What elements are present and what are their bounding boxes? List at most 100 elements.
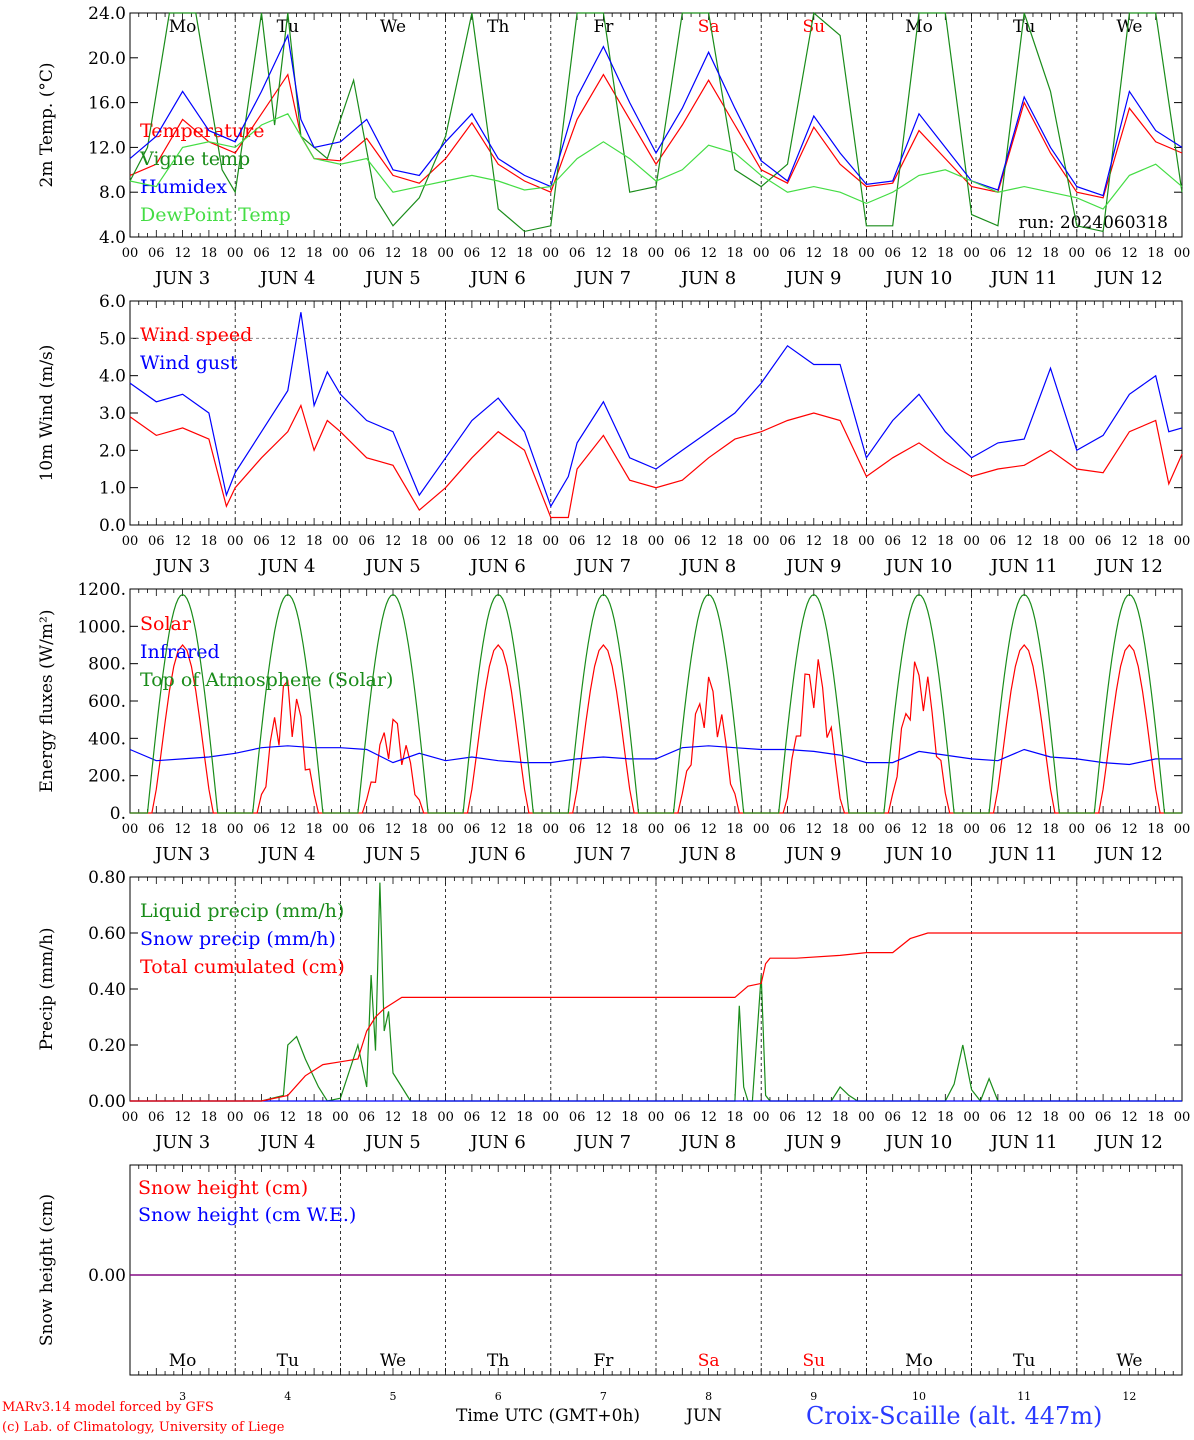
hour-label: 06 [674, 1110, 691, 1125]
hour-label: 12 [911, 246, 928, 261]
hour-label: 06 [464, 534, 481, 549]
hour-label: 00 [753, 822, 770, 837]
hour-label: 06 [884, 822, 901, 837]
hour-label: 06 [148, 822, 165, 837]
y-axis-label: Snow height (cm) [37, 1194, 57, 1346]
hour-label: 12 [174, 246, 191, 261]
hour-label: 00 [543, 246, 560, 261]
day-label: We [1116, 1351, 1142, 1371]
hour-label: 00 [437, 246, 454, 261]
y-tick-label: 4.0 [99, 228, 126, 248]
y-tick-label: 1.0 [99, 479, 126, 499]
footer-xaxis-label: Time UTC (GMT+0h) [456, 1406, 641, 1426]
hour-label: 18 [727, 822, 744, 837]
hour-label: 12 [174, 822, 191, 837]
hour-label: 12 [174, 534, 191, 549]
hour-label: 18 [832, 1110, 849, 1125]
hour-label: 12 [490, 534, 507, 549]
date-label: JUN 7 [574, 1132, 631, 1153]
hour-label: 06 [569, 1110, 586, 1125]
hour-label: 18 [306, 822, 323, 837]
hour-label: 18 [727, 534, 744, 549]
hour-label: 00 [648, 822, 665, 837]
legend-entry: Top of Atmosphere (Solar) [140, 669, 393, 691]
hour-label: 00 [122, 246, 139, 261]
series-line [130, 932, 1182, 1102]
hour-label: 12 [490, 1110, 507, 1125]
hour-label: 00 [648, 534, 665, 549]
hour-label: 06 [990, 534, 1007, 549]
hour-label: 18 [621, 1110, 638, 1125]
y-tick-label: 0. [110, 804, 126, 824]
hour-label: 00 [227, 534, 244, 549]
y-tick-label: 0.20 [88, 1036, 126, 1056]
date-label: JUN 9 [784, 844, 841, 865]
hour-label: 12 [1016, 822, 1033, 837]
day-label: Fr [593, 1351, 614, 1371]
hour-label: 00 [1174, 246, 1191, 261]
hour-label: 00 [1174, 1110, 1191, 1125]
legend-entry: Snow height (cm W.E.) [138, 1204, 356, 1226]
plot-frame [129, 588, 1183, 814]
hour-label: 06 [674, 534, 691, 549]
y-tick-label: 800. [88, 655, 126, 675]
date-label: JUN 3 [153, 556, 210, 577]
hour-label: 18 [832, 534, 849, 549]
hour-label: 18 [621, 534, 638, 549]
hour-label: 00 [227, 822, 244, 837]
y-tick-label: 4.0 [99, 367, 126, 387]
hour-label: 18 [411, 1110, 428, 1125]
legend-entry: Liquid precip (mm/h) [140, 900, 344, 922]
day-label: Su [802, 1351, 825, 1371]
hour-label: 18 [621, 246, 638, 261]
date-label: JUN 7 [574, 844, 631, 865]
hour-label: 00 [963, 534, 980, 549]
y-tick-label: 1000. [77, 617, 126, 637]
hour-label: 00 [227, 246, 244, 261]
hour-label: 18 [201, 246, 218, 261]
hour-label: 00 [858, 246, 875, 261]
hour-label: 12 [700, 534, 717, 549]
date-label: JUN 10 [884, 268, 953, 289]
date-label: JUN 3 [153, 268, 210, 289]
hour-label: 06 [779, 822, 796, 837]
hour-label: 06 [358, 822, 375, 837]
hour-label: 06 [569, 246, 586, 261]
date-label: JUN 5 [363, 556, 420, 577]
hour-label: 06 [253, 534, 270, 549]
legend-entry: Infrared [140, 641, 220, 663]
panel-2: 0.0 1.0 2.0 3.0 4.0 5.0 6.0 10m Wind (m/s) 00 06 1… [37, 292, 1190, 577]
hour-label: 18 [1147, 1110, 1164, 1125]
hour-label: 18 [411, 534, 428, 549]
hour-label: 12 [595, 534, 612, 549]
date-label: JUN 4 [258, 1132, 315, 1153]
y-tick-label: 6.0 [99, 292, 126, 312]
date-label: JUN 8 [679, 844, 736, 865]
hour-label: 12 [280, 822, 297, 837]
hour-label: 18 [1147, 822, 1164, 837]
hour-label: 06 [884, 1110, 901, 1125]
hour-label: 00 [858, 822, 875, 837]
date-label: JUN 9 [784, 556, 841, 577]
hour-label: 00 [437, 822, 454, 837]
y-tick-label: 200. [88, 767, 126, 787]
date-label: JUN 12 [1094, 268, 1163, 289]
hour-label: 00 [963, 1110, 980, 1125]
date-label: JUN 5 [363, 844, 420, 865]
hour-label: 06 [779, 1110, 796, 1125]
hour-label: 00 [1069, 1110, 1086, 1125]
y-axis-label: 2m Temp. (°C) [37, 62, 57, 187]
date-label: JUN 10 [884, 844, 953, 865]
day-label: Su [802, 17, 825, 37]
date-label: JUN 12 [1094, 844, 1163, 865]
panel-5: 0.00 Snow height (cm) Mo 3 Tu 4 We 5 Th 6 Fr 7 Sa 8 Su… [37, 1164, 1183, 1403]
footer-lab: (c) Lab. of Climatology, University of L… [2, 1420, 285, 1435]
hour-label: 12 [911, 534, 928, 549]
date-label: JUN 10 [884, 1132, 953, 1153]
panel-4: 0.00 0.20 0.40 0.60 0.80 Precip (mm/h) 00 06 12 1… [37, 868, 1190, 1153]
hour-label: 18 [937, 822, 954, 837]
hour-label: 06 [1095, 246, 1112, 261]
hour-label: 18 [832, 246, 849, 261]
hour-label: 00 [543, 534, 560, 549]
